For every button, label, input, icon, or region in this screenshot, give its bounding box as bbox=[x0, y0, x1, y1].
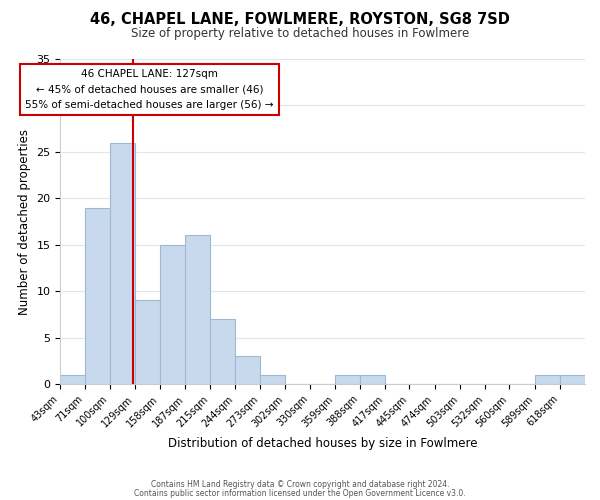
Bar bbox=[185, 236, 209, 384]
Bar bbox=[260, 374, 285, 384]
Bar bbox=[560, 374, 585, 384]
Bar bbox=[110, 142, 135, 384]
Bar bbox=[135, 300, 160, 384]
Bar bbox=[60, 374, 85, 384]
Text: Contains HM Land Registry data © Crown copyright and database right 2024.: Contains HM Land Registry data © Crown c… bbox=[151, 480, 449, 489]
Bar bbox=[209, 319, 235, 384]
X-axis label: Distribution of detached houses by size in Fowlmere: Distribution of detached houses by size … bbox=[168, 437, 478, 450]
Y-axis label: Number of detached properties: Number of detached properties bbox=[18, 128, 31, 314]
Text: 46, CHAPEL LANE, FOWLMERE, ROYSTON, SG8 7SD: 46, CHAPEL LANE, FOWLMERE, ROYSTON, SG8 … bbox=[90, 12, 510, 28]
Text: 46 CHAPEL LANE: 127sqm
← 45% of detached houses are smaller (46)
55% of semi-det: 46 CHAPEL LANE: 127sqm ← 45% of detached… bbox=[25, 69, 274, 110]
Bar bbox=[360, 374, 385, 384]
Text: Contains public sector information licensed under the Open Government Licence v3: Contains public sector information licen… bbox=[134, 488, 466, 498]
Bar bbox=[535, 374, 560, 384]
Bar bbox=[235, 356, 260, 384]
Bar bbox=[335, 374, 360, 384]
Text: Size of property relative to detached houses in Fowlmere: Size of property relative to detached ho… bbox=[131, 28, 469, 40]
Bar bbox=[85, 208, 110, 384]
Bar bbox=[160, 244, 185, 384]
